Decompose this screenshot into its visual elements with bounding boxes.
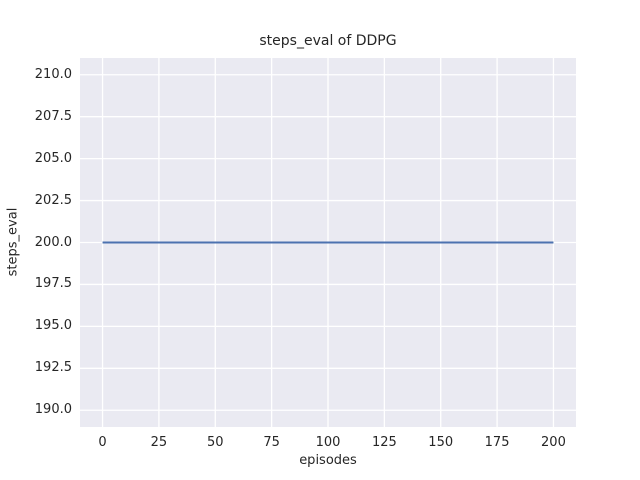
chart-title: steps_eval of DDPG: [259, 33, 397, 49]
y-tick-label: 210.0: [34, 66, 72, 82]
x-tick-label: 50: [206, 435, 224, 450]
x-tick-label: 200: [541, 435, 566, 450]
y-tick-label: 195.0: [34, 318, 72, 334]
y-tick-label: 200.0: [34, 234, 72, 250]
y-tick-label: 190.0: [34, 402, 72, 418]
plot-area: [80, 58, 576, 427]
x-tick-label: 25: [150, 435, 168, 450]
y-tick-label: 205.0: [34, 150, 72, 166]
y-tick-label: 202.5: [34, 192, 72, 208]
x-tick-label: 125: [371, 435, 397, 450]
plot-canvas: [80, 58, 576, 427]
x-tick-label: 100: [315, 435, 341, 450]
y-tick-label: 192.5: [34, 360, 72, 376]
x-tick-label: 75: [263, 435, 280, 450]
x-tick-label: 150: [428, 435, 454, 450]
y-tick-label: 207.5: [34, 108, 72, 124]
x-tick-label: 0: [98, 435, 107, 450]
y-tick-label: 197.5: [34, 276, 72, 292]
x-axis-label: episodes: [299, 453, 357, 468]
x-tick-label: 175: [484, 435, 510, 450]
